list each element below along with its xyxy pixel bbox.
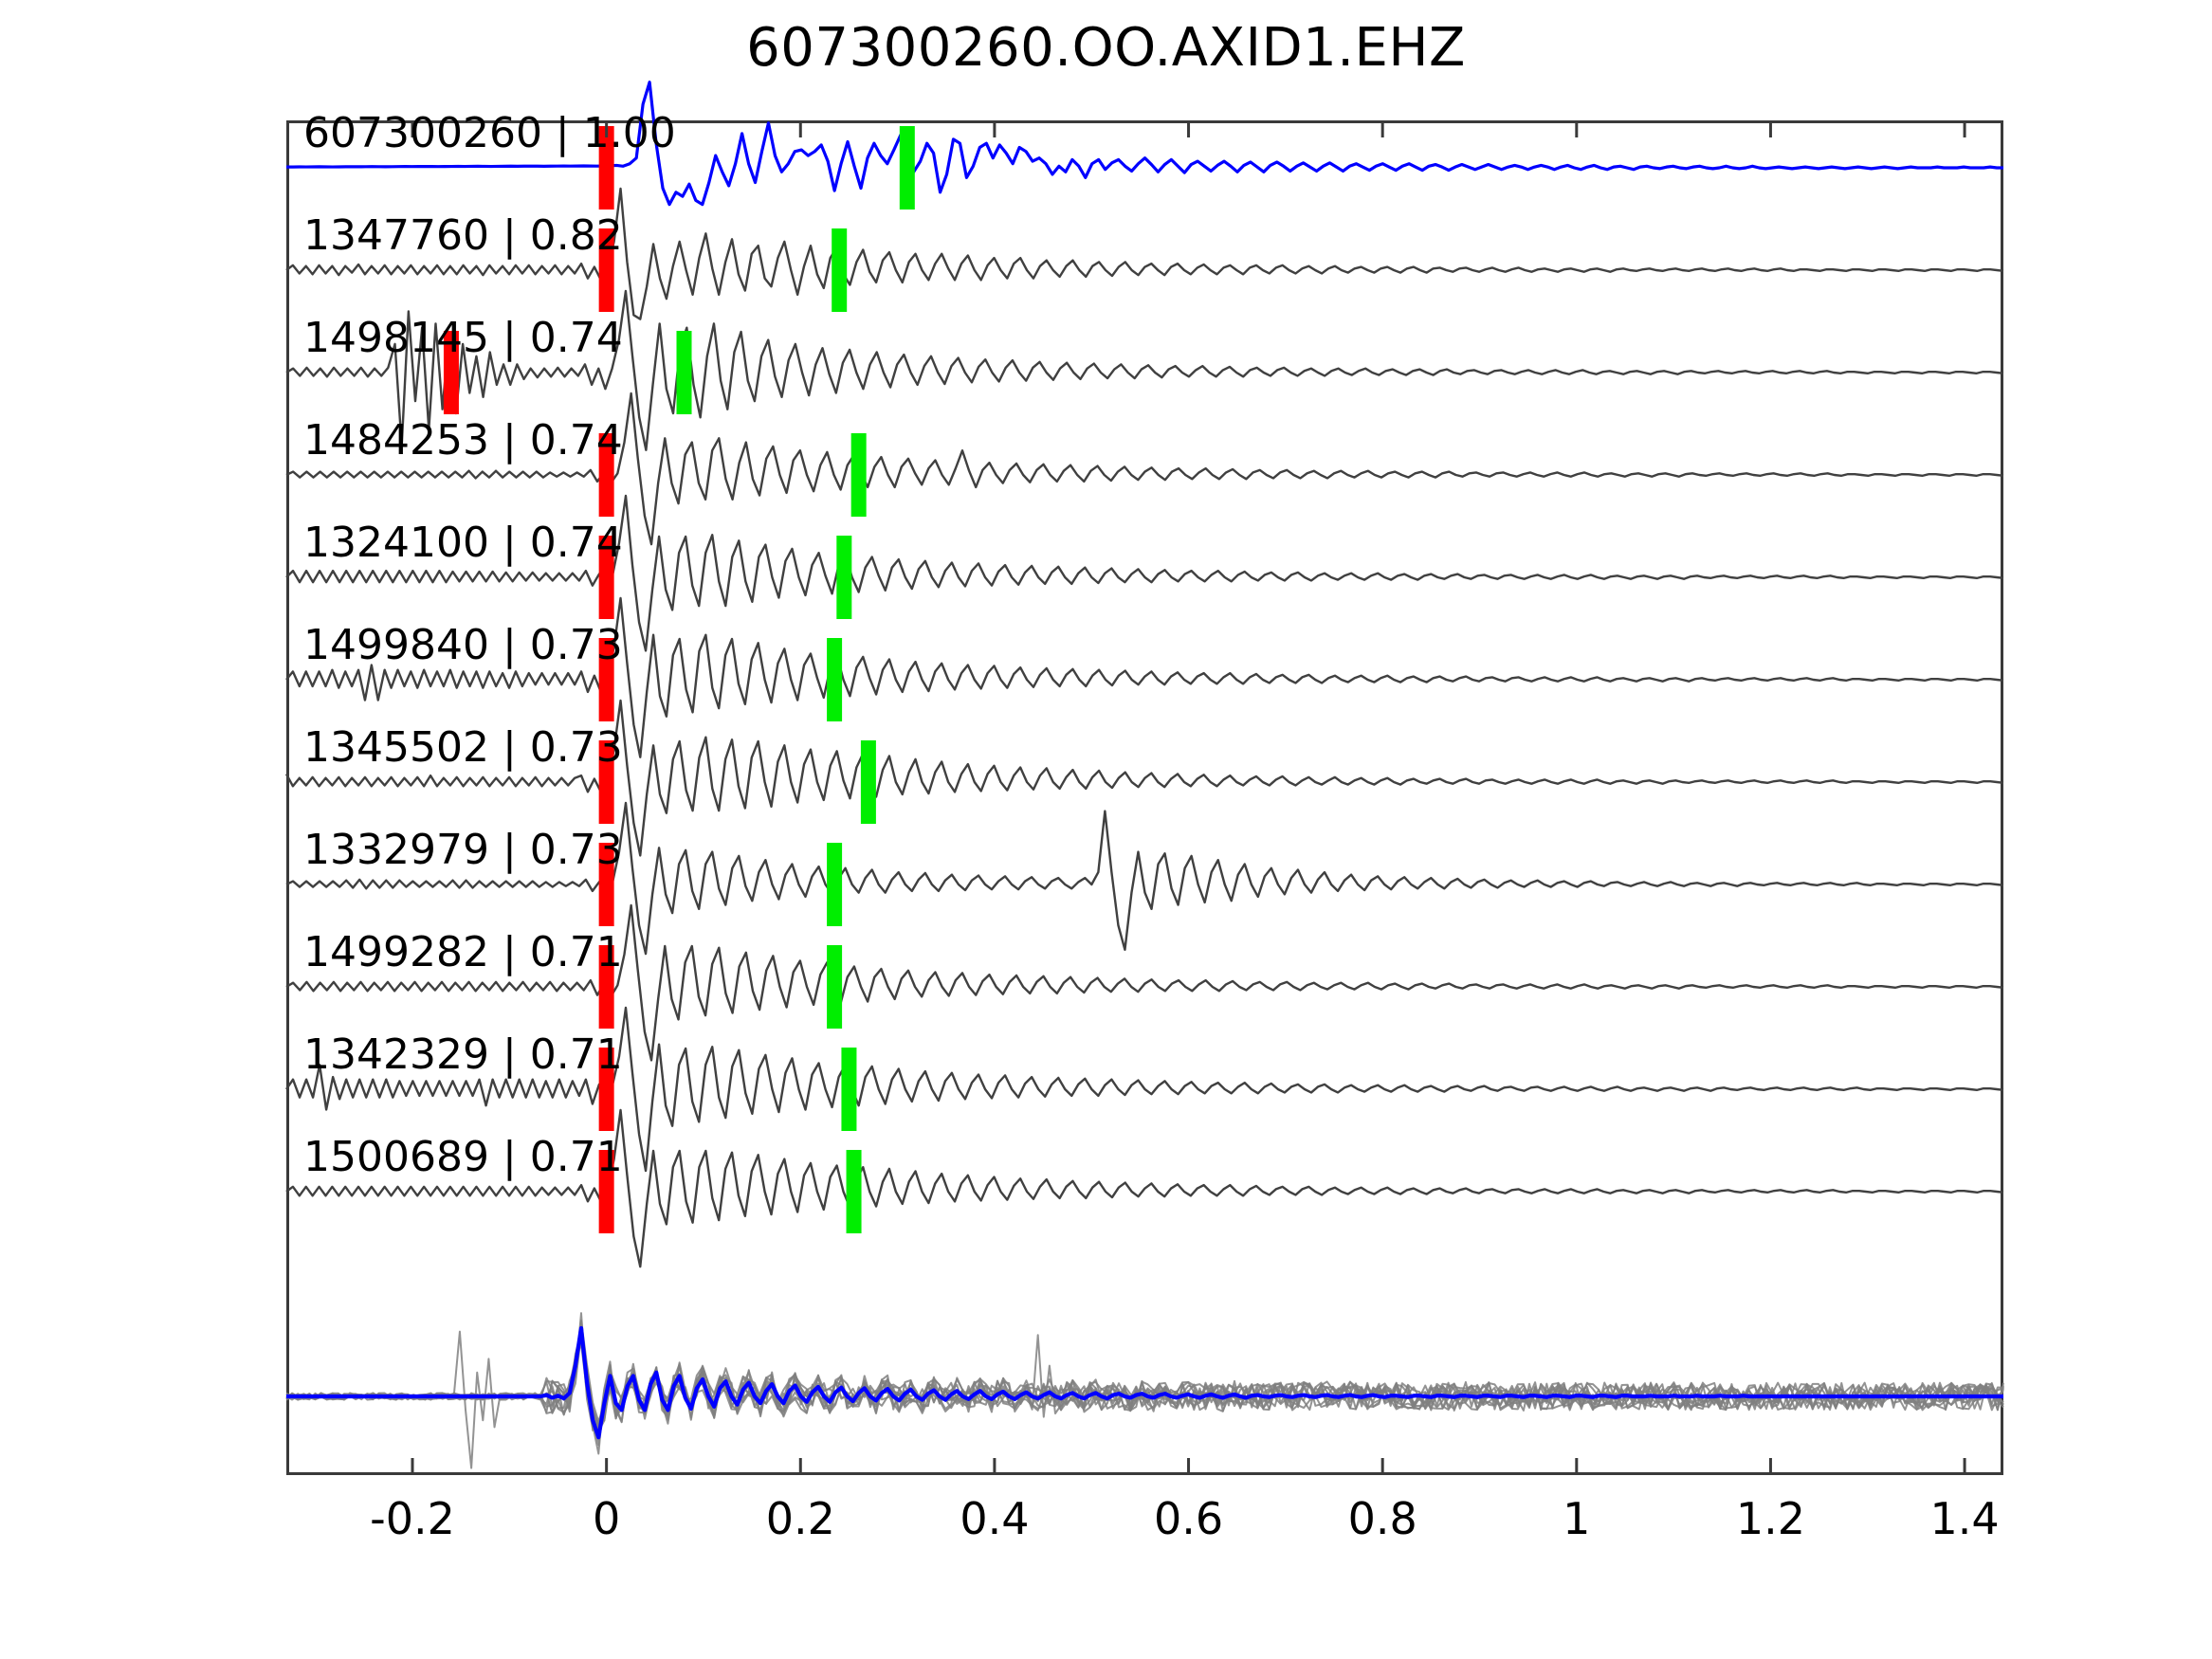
s-pick-marker	[850, 433, 867, 517]
waveform-trace	[285, 187, 2004, 320]
waveform-trace	[286, 81, 2003, 207]
page-title: 607300260.OO.AXID1.EHZ	[746, 17, 1466, 79]
p-pick-marker	[598, 126, 614, 210]
x-axis-tick-label: 0.6	[1153, 1493, 1224, 1544]
x-axis-tick-label: 1.2	[1735, 1493, 1806, 1544]
s-pick-marker	[846, 1150, 862, 1233]
trace-label: 1324100 | 0.74	[303, 519, 623, 567]
waveform-plot-area: 607300260 | 1.00 1347760 | 0.82 1498145 | …	[284, 81, 2004, 1475]
trace-label: 1347760 | 0.82	[303, 211, 623, 260]
s-pick-marker	[676, 331, 692, 414]
trace-label: 1500689 | 0.71	[303, 1133, 623, 1181]
waveform-trace	[285, 494, 2004, 652]
waveform-trace	[285, 903, 2004, 1062]
trace-label: 1332979 | 0.73	[303, 826, 623, 874]
x-axis-tick-label: 0	[593, 1493, 621, 1544]
waveform-trace	[285, 596, 2004, 758]
p-pick-marker	[598, 433, 614, 517]
waveform-trace	[285, 289, 2004, 451]
x-axis-tick-label: 0.2	[765, 1493, 835, 1544]
s-pick-marker	[827, 638, 843, 721]
p-pick-marker	[598, 1048, 614, 1131]
waveform-trace	[284, 699, 2004, 857]
p-pick-marker	[598, 945, 614, 1029]
trace-label: 607300260 | 1.00	[303, 109, 676, 157]
trace-label: 1345502 | 0.73	[303, 723, 623, 772]
p-pick-marker	[598, 638, 614, 721]
x-axis-tick-label: 0.8	[1347, 1493, 1417, 1544]
x-axis-tick-labels: -0.2 0 0.2 0.4 0.6 0.8 1 1.2 1.4	[286, 1493, 2003, 1559]
x-axis-tick-label: 1.4	[1929, 1493, 2000, 1544]
waveform-trace	[286, 1325, 2003, 1440]
waveform-trace	[285, 1330, 2004, 1431]
axes-frame	[286, 120, 2003, 1475]
p-pick-marker	[443, 331, 459, 414]
s-pick-marker	[827, 843, 843, 926]
p-pick-marker	[598, 843, 614, 926]
trace-label: 1342329 | 0.71	[303, 1030, 623, 1079]
waveform-trace	[285, 801, 2004, 956]
p-pick-marker	[598, 1150, 614, 1233]
waveform-trace	[285, 392, 2004, 546]
p-pick-marker	[598, 536, 614, 619]
s-pick-marker	[836, 536, 852, 619]
trace-label: 1484253 | 0.74	[303, 416, 623, 465]
waveform-trace	[285, 1108, 2004, 1268]
waveform-canvas	[284, 81, 2004, 1475]
x-axis-tick-label: 0.4	[960, 1493, 1030, 1544]
waveform-trace	[285, 1006, 2004, 1173]
x-axis-tick-label: 1	[1563, 1493, 1591, 1544]
x-axis-tick-label: -0.2	[370, 1493, 455, 1544]
s-pick-marker	[860, 740, 876, 824]
trace-label: 1499282 | 0.71	[303, 928, 623, 976]
s-pick-marker	[841, 1048, 857, 1131]
s-pick-marker	[827, 945, 843, 1029]
s-pick-marker	[832, 228, 848, 312]
s-pick-marker	[899, 126, 915, 210]
p-pick-marker	[598, 228, 614, 312]
trace-label: 1499840 | 0.73	[303, 621, 623, 669]
p-pick-marker	[598, 740, 614, 824]
trace-label: 1498145 | 0.74	[303, 314, 623, 362]
